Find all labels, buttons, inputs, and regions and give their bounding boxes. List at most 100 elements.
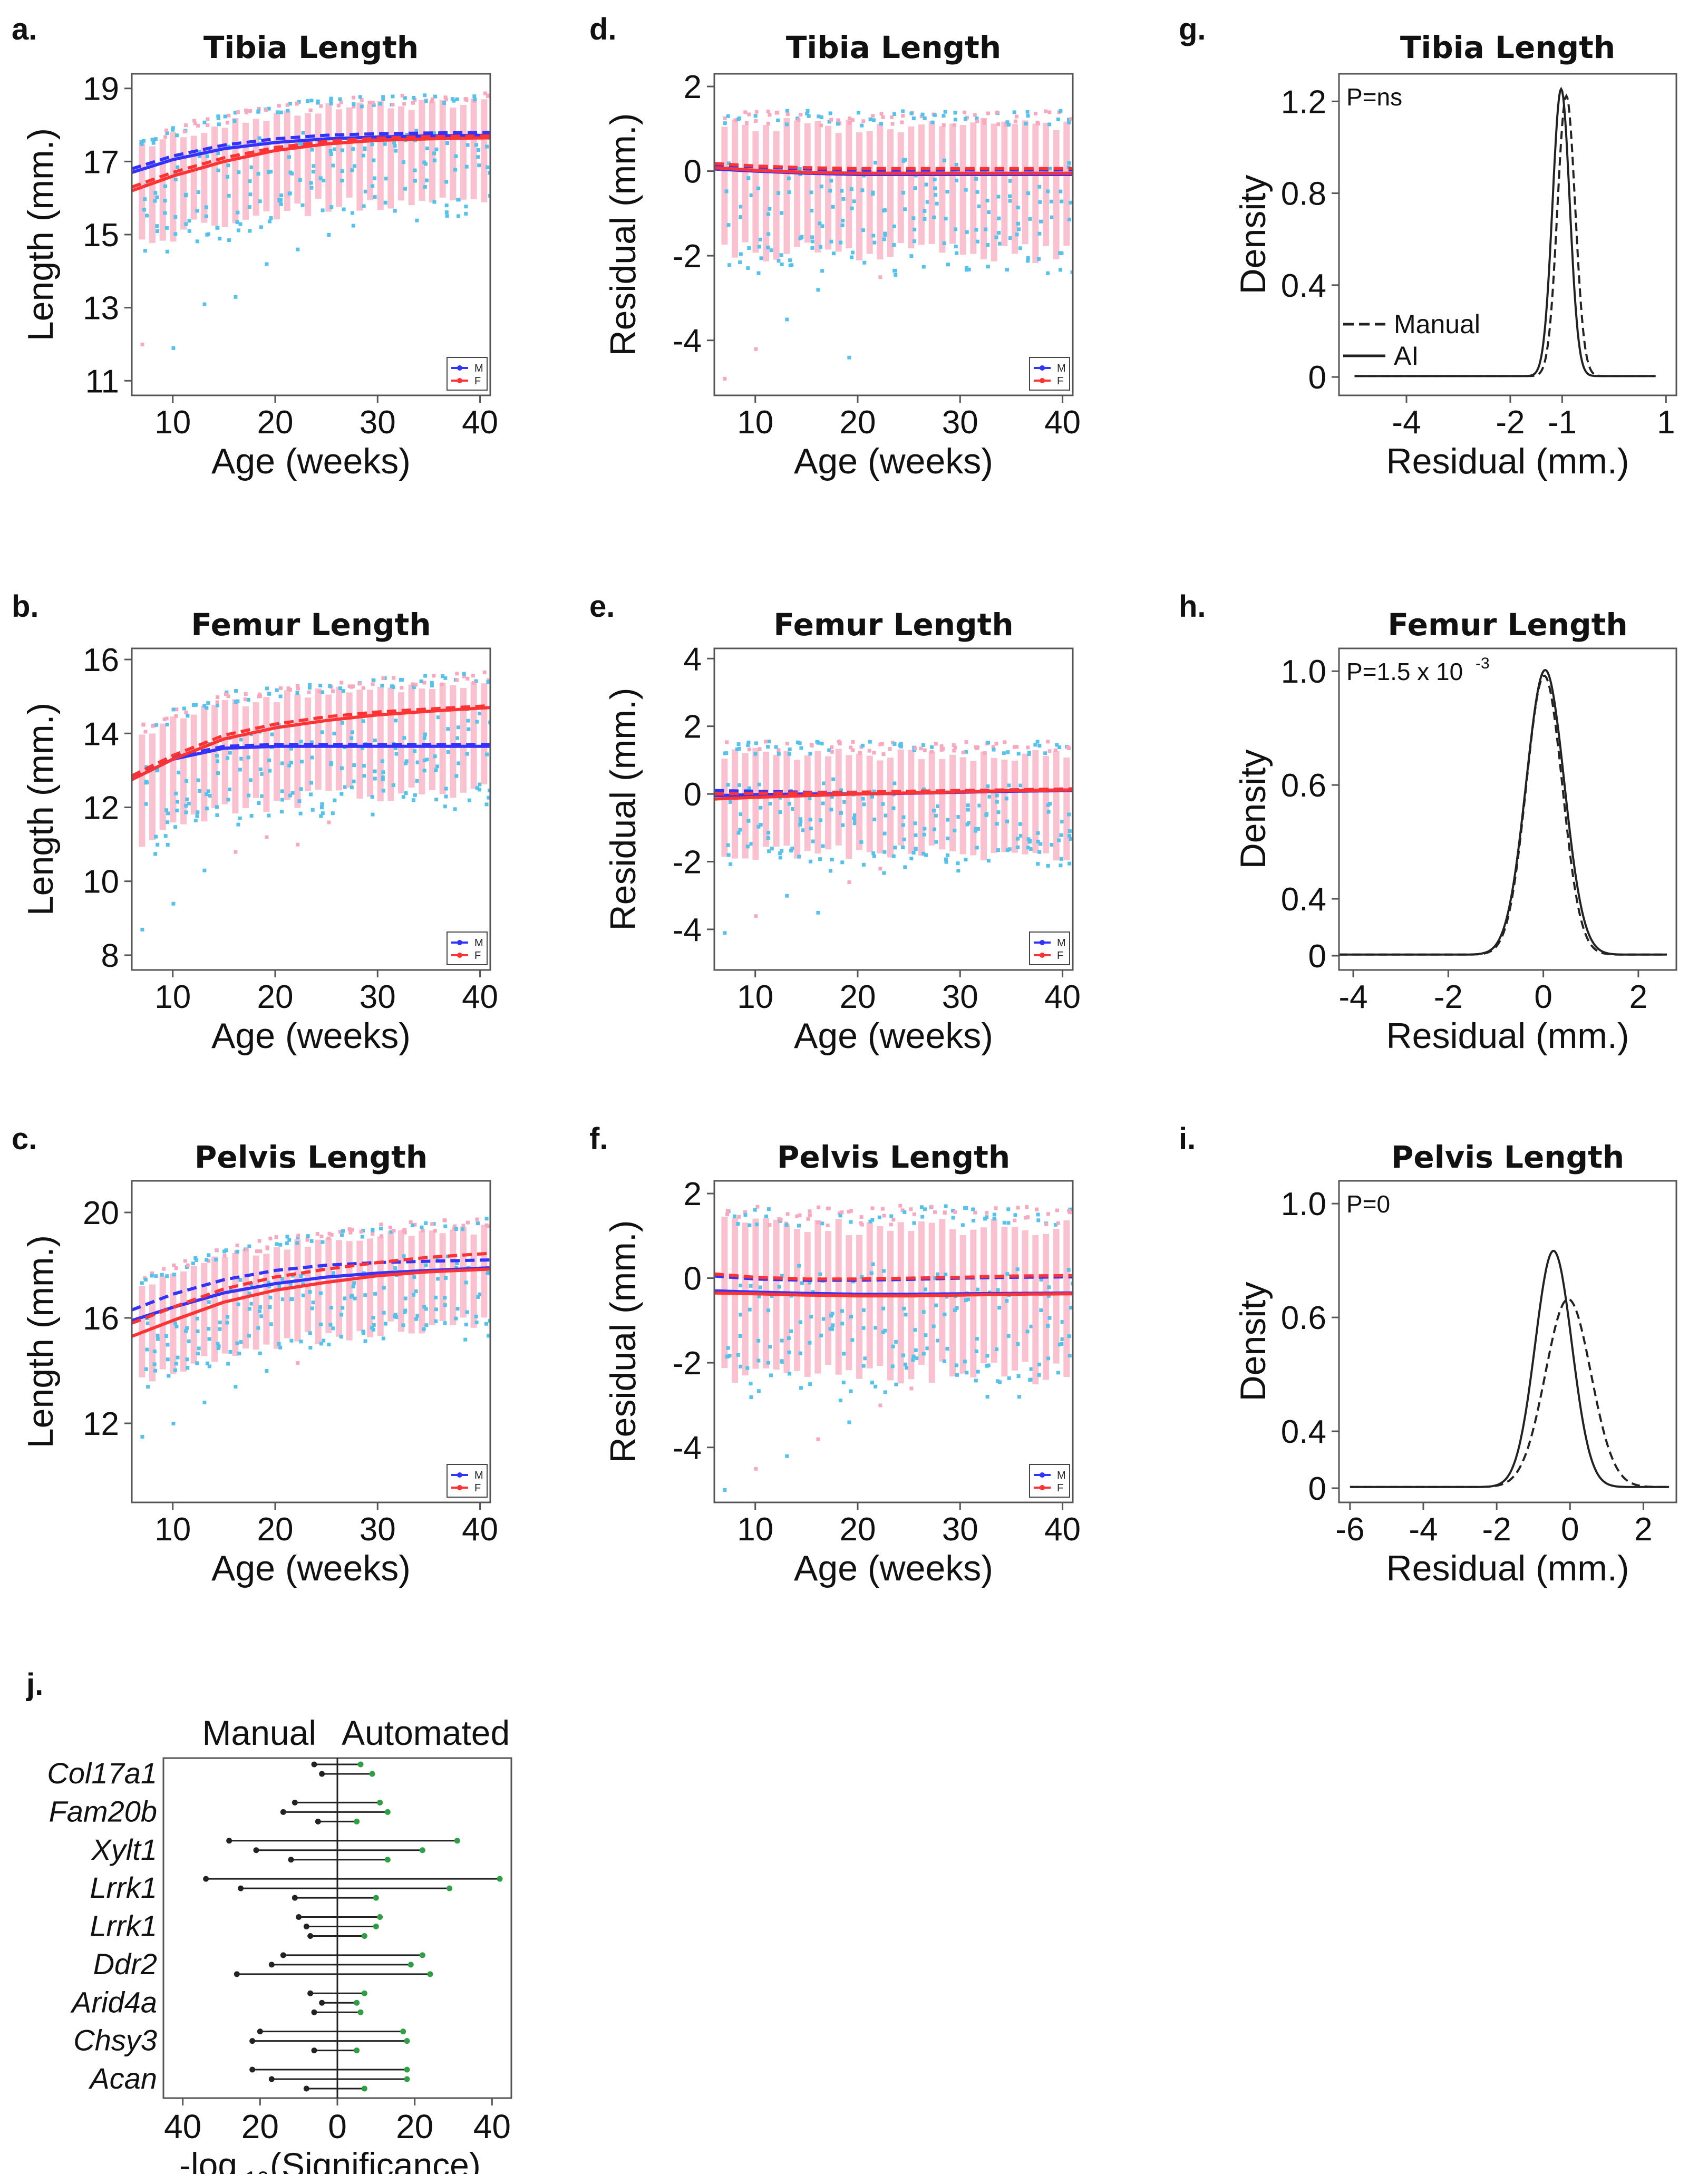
male-data-point: [195, 1316, 199, 1321]
male-data-point: [808, 818, 812, 822]
male-data-point: [726, 853, 731, 857]
x-tick-label: 20: [241, 2108, 279, 2146]
female-range-bar: [732, 1218, 739, 1383]
manual-point: [319, 1771, 325, 1777]
data-point: [338, 1230, 342, 1234]
male-data-point: [478, 782, 482, 787]
data-point: [820, 1221, 824, 1226]
male-data-point: [921, 787, 926, 791]
male-data-point: [842, 800, 847, 804]
manual-point: [303, 2085, 309, 2092]
female-range-bar: [887, 758, 894, 858]
male-data-point: [226, 163, 230, 168]
data-point: [379, 1226, 383, 1230]
male-data-point: [778, 856, 782, 860]
male-data-point: [383, 200, 387, 205]
male-data-point: [830, 1327, 834, 1331]
data-point: [307, 686, 312, 690]
data-point: [777, 748, 781, 752]
male-data-point: [370, 142, 374, 147]
male-data-point: [1037, 1373, 1041, 1377]
data-point: [737, 746, 741, 751]
male-data-point: [849, 1315, 853, 1319]
data-point: [257, 106, 261, 111]
male-data-point: [371, 184, 375, 188]
male-data-point: [1015, 232, 1019, 237]
y-axis-label: Residual (mm.): [603, 1220, 643, 1463]
male-data-point: [1069, 837, 1073, 841]
data-point: [1055, 743, 1059, 747]
female-range-bar: [367, 104, 374, 200]
female-range-bar: [211, 1256, 218, 1362]
male-data-point: [477, 163, 481, 168]
outlier-point: [202, 302, 207, 306]
male-data-point: [268, 1305, 272, 1309]
male-data-point: [839, 240, 843, 245]
male-data-point: [320, 730, 324, 734]
data-point: [920, 1215, 925, 1219]
male-data-point: [333, 147, 337, 151]
male-data-point: [756, 271, 761, 275]
male-data-point: [226, 1362, 230, 1366]
male-data-point: [215, 805, 219, 809]
legend-label-female: F: [1057, 375, 1063, 387]
male-data-point: [726, 843, 730, 847]
female-range-bar: [263, 1254, 270, 1345]
male-data-point: [174, 791, 178, 795]
data-point: [174, 707, 179, 712]
x-tick-label: 40: [462, 1511, 498, 1548]
data-point: [411, 101, 415, 105]
male-data-point: [154, 769, 159, 773]
data-point: [764, 1214, 768, 1218]
male-data-point: [829, 239, 833, 244]
data-point: [162, 717, 167, 722]
data-point: [1005, 120, 1010, 124]
male-data-point: [393, 1266, 397, 1270]
legend-box: [1029, 1464, 1070, 1498]
male-data-point: [423, 185, 427, 189]
male-data-point: [830, 858, 834, 862]
male-data-point: [142, 208, 146, 212]
male-data-point: [464, 205, 468, 209]
male-data-point: [840, 223, 845, 227]
female-range-bar: [908, 1231, 915, 1380]
data-point: [232, 119, 237, 123]
male-data-point: [433, 754, 437, 759]
male-data-point: [944, 857, 948, 861]
data-point: [423, 674, 428, 678]
data-point: [482, 670, 487, 674]
data-point: [140, 1281, 144, 1285]
data-point: [986, 741, 990, 745]
male-data-point: [412, 1293, 416, 1297]
male-data-point: [185, 1326, 189, 1330]
y-tick-label: 10: [83, 864, 119, 900]
data-point: [329, 96, 333, 101]
male-data-point: [853, 818, 857, 822]
male-data-point: [997, 216, 1001, 220]
male-data-point: [977, 204, 981, 208]
data-point: [819, 115, 823, 120]
data-point: [994, 1206, 998, 1210]
data-point: [182, 706, 186, 711]
data-point: [372, 678, 376, 682]
female-range-bar: [814, 751, 821, 853]
legend-box: [1029, 357, 1070, 391]
male-data-point: [766, 246, 770, 250]
female-range-bar: [460, 105, 467, 200]
plot-frame: [1338, 73, 1677, 396]
male-data-point: [443, 1321, 447, 1325]
data-point: [361, 686, 365, 690]
data-point: [206, 123, 210, 128]
y-tick-label: -4: [673, 1430, 702, 1467]
data-point: [920, 112, 925, 117]
male-data-point: [1005, 848, 1010, 852]
male-data-point: [995, 822, 999, 826]
female-range-bar: [149, 146, 156, 243]
male-data-point: [236, 228, 240, 232]
female-range-bar: [939, 759, 946, 850]
data-point: [736, 117, 741, 121]
female-range-bar: [470, 99, 477, 199]
data-point: [972, 1219, 976, 1223]
female-range-bar: [1043, 1234, 1050, 1380]
